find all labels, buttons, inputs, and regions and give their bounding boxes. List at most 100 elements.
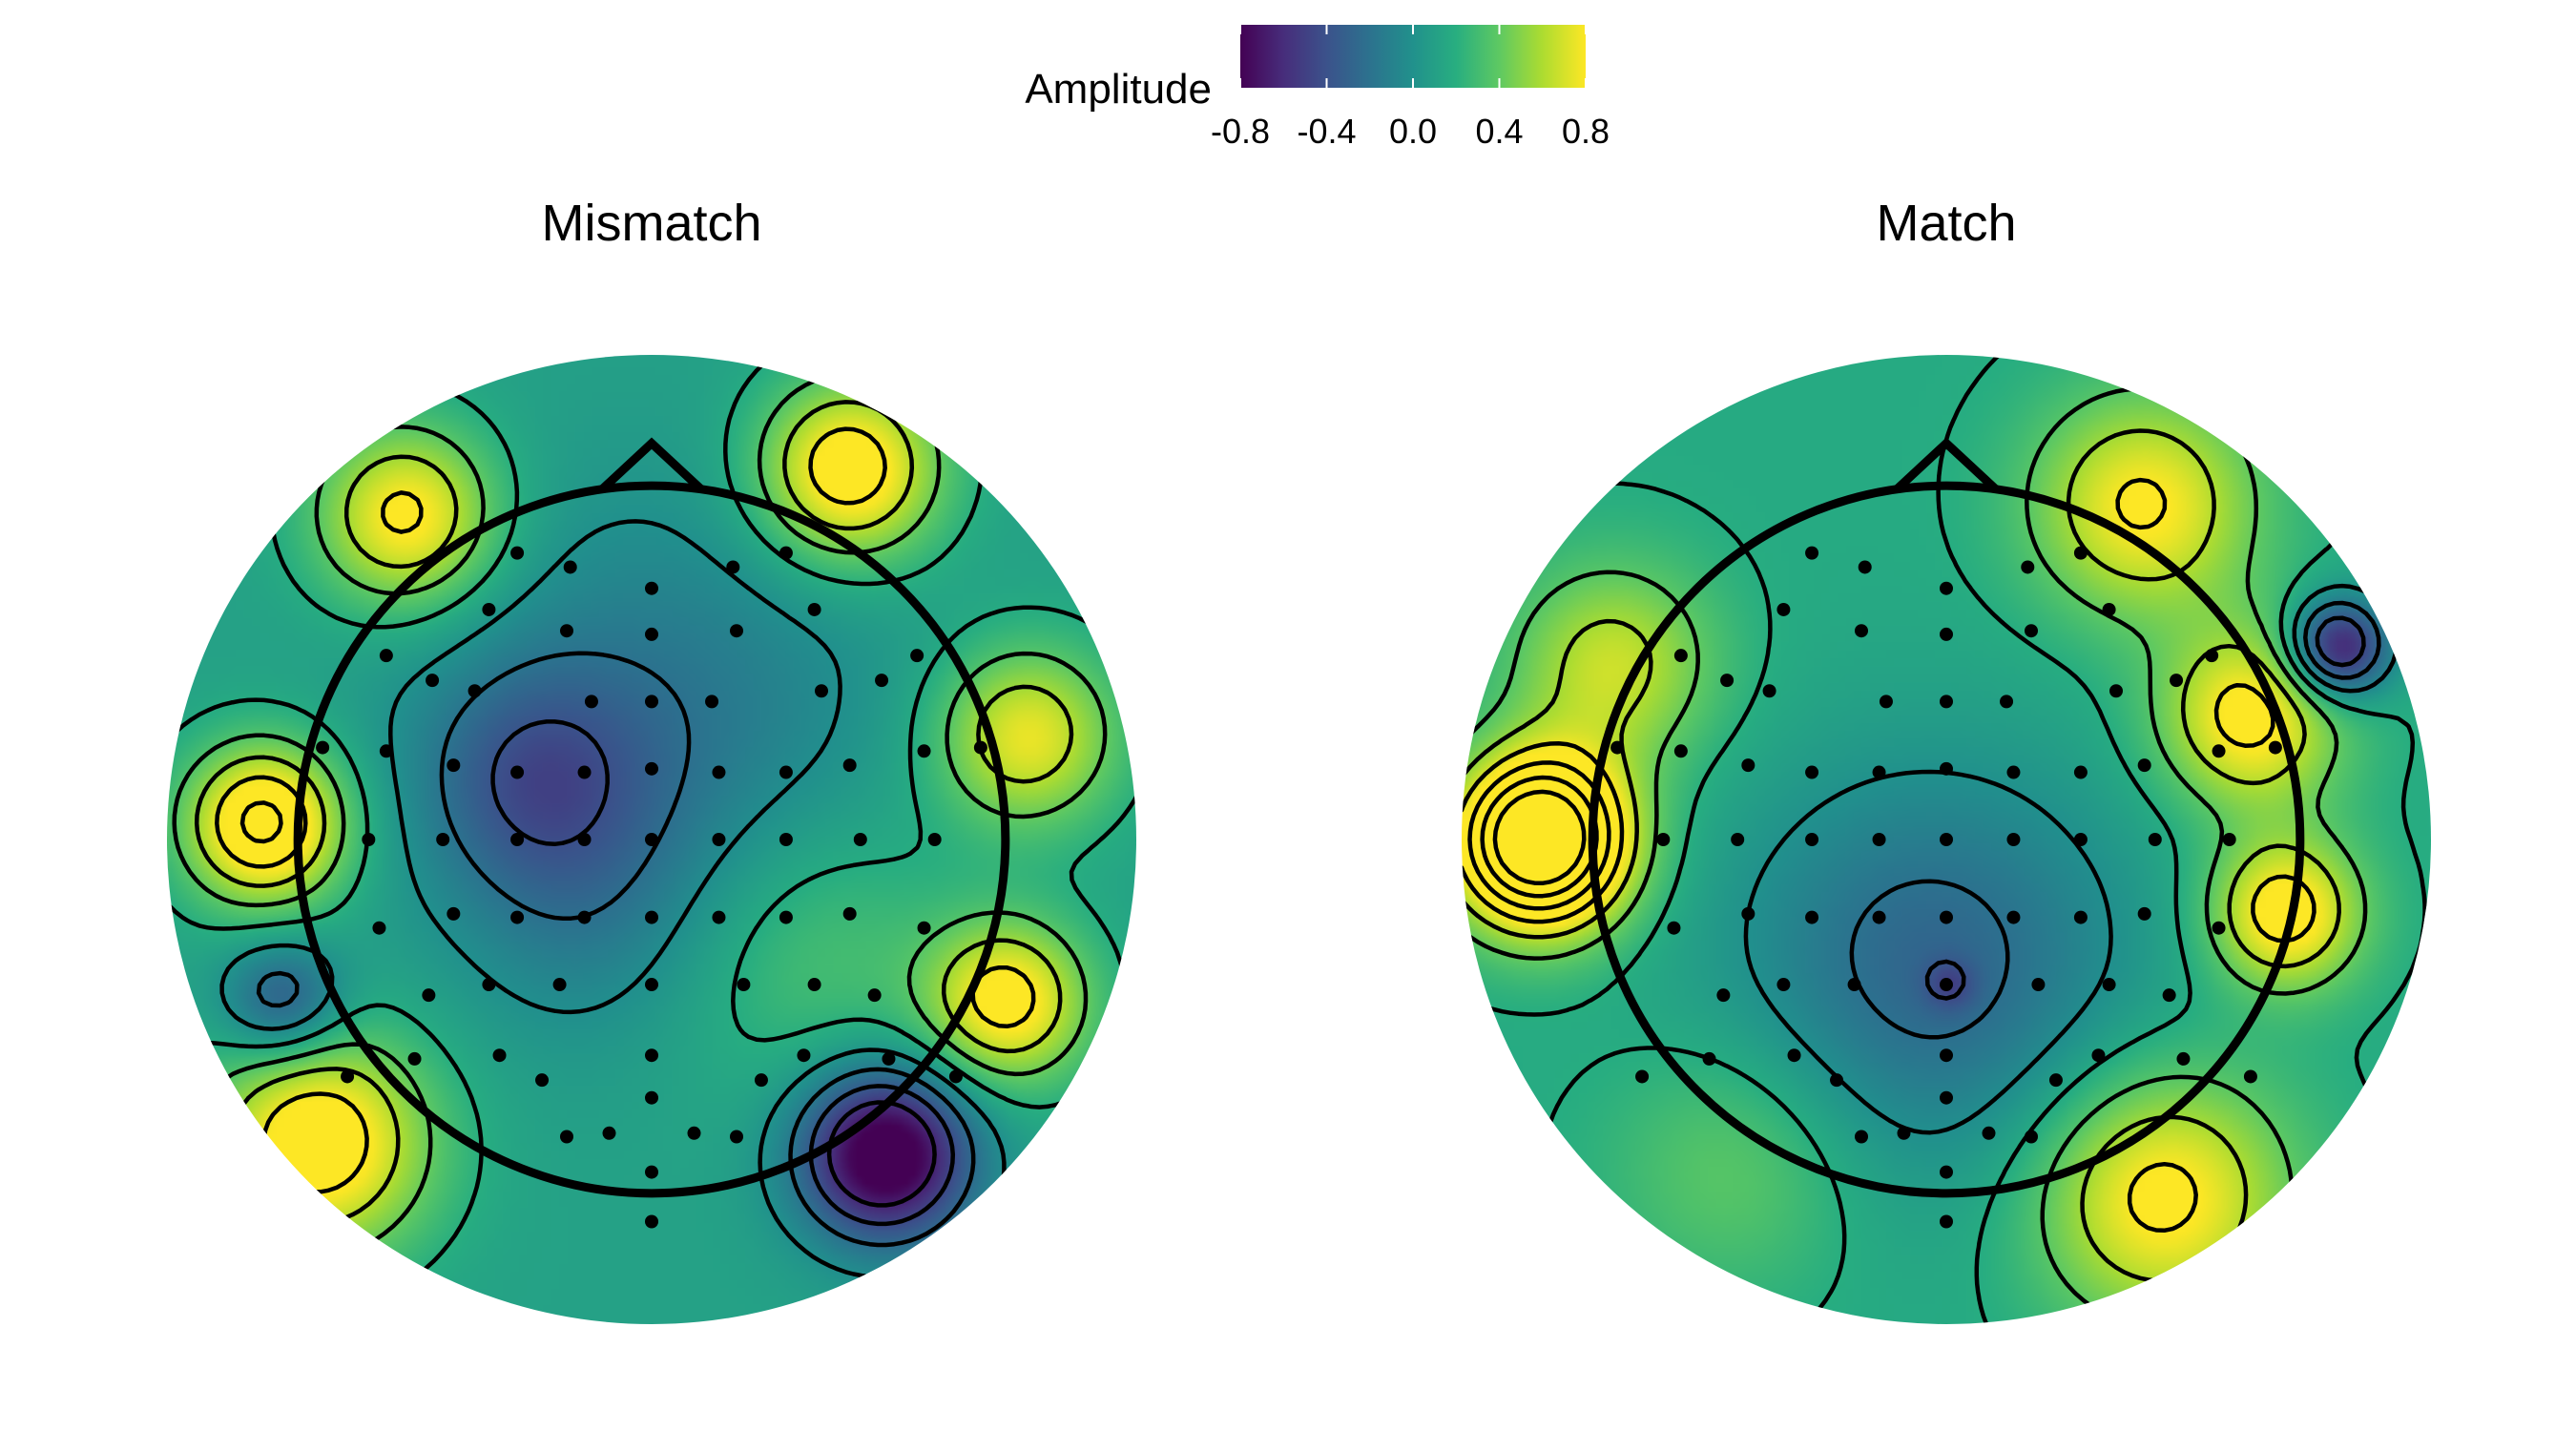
electrode-point <box>927 833 942 846</box>
legend-tick-label: 0.8 <box>1562 112 1610 151</box>
electrode-point <box>2137 758 2151 773</box>
electrode-point <box>712 765 726 779</box>
electrode-point <box>552 978 567 992</box>
electrode-point <box>1656 833 1671 846</box>
nose-marker <box>1894 437 1999 493</box>
electrode-point <box>1776 602 1791 616</box>
electrode-point <box>2212 921 2226 935</box>
electrode-point <box>1830 1073 1844 1088</box>
electrode-point <box>2109 684 2124 698</box>
electrode-point <box>2006 833 2021 846</box>
electrode-point <box>1940 695 1953 709</box>
nose-marker <box>599 437 704 493</box>
electrode-point <box>712 910 726 924</box>
electrode-point <box>1702 1051 1716 1066</box>
electrode-point <box>2243 1069 2257 1084</box>
electrode-point <box>1854 1130 1868 1144</box>
legend-tick-label: -0.4 <box>1297 112 1356 151</box>
contour-negative <box>1924 615 2366 1001</box>
electrode-point <box>426 674 440 688</box>
electrode-point <box>492 1048 507 1063</box>
contour-positive <box>194 400 1074 1226</box>
electrode-point <box>1872 765 1886 779</box>
electrode-point <box>2073 910 2088 924</box>
electrode-point <box>645 910 658 924</box>
electrode-point <box>910 649 924 663</box>
electrode-point <box>2268 740 2282 755</box>
electrode-point <box>2025 624 2039 638</box>
electrode-point <box>379 649 393 663</box>
legend-tick-label: -0.8 <box>1211 112 1270 151</box>
electrode-point <box>1940 1048 1953 1063</box>
electrode-point <box>584 695 598 709</box>
electrode-point <box>2222 833 2236 846</box>
electrode-point <box>1940 1090 1953 1105</box>
electrode-point <box>316 740 330 755</box>
electrode-point <box>2025 1130 2039 1144</box>
electrode-point <box>882 1051 896 1066</box>
electrode-point <box>1858 560 1872 574</box>
electrode-point <box>917 921 931 935</box>
electrode-point <box>2176 1051 2191 1066</box>
electrode-point <box>730 624 744 638</box>
electrode-point <box>1673 649 1688 663</box>
electrode-point <box>973 740 987 755</box>
electrode-point <box>645 581 658 595</box>
contour-positive <box>239 800 283 844</box>
electrode-point <box>341 1069 355 1084</box>
electrode-point <box>1731 833 1745 846</box>
electrode-point <box>2006 765 2021 779</box>
electrode-point <box>2205 649 2219 663</box>
topomap-match <box>1462 355 2431 1324</box>
electrode-point <box>2048 1073 2063 1088</box>
electrode-point <box>2073 546 2088 560</box>
electrode-point <box>853 833 867 846</box>
electrode-point <box>577 833 592 846</box>
electrode-point <box>1741 906 1755 921</box>
electrode-point <box>2212 744 2226 758</box>
electrode-point <box>1854 624 1868 638</box>
electrode-point <box>645 1165 658 1179</box>
contour-lines <box>1462 355 2427 1324</box>
electrode-point <box>779 833 793 846</box>
electrode-point <box>1940 833 1953 846</box>
electrode-point <box>1940 581 1953 595</box>
electrode-point <box>705 695 719 709</box>
electrode-point <box>730 1130 744 1144</box>
electrode-point <box>917 744 931 758</box>
electrode-point <box>1667 921 1681 935</box>
electrode-point <box>1897 1126 1911 1140</box>
legend-colorbar <box>1240 25 1586 88</box>
color-legend: Amplitude -0.8 -0.4 0.0 0.4 0.8 <box>1025 25 1610 151</box>
electrode-point <box>645 1214 658 1229</box>
contour-positive <box>219 519 1007 1280</box>
electrode-point <box>602 1126 616 1140</box>
electrode-point <box>1762 684 1776 698</box>
electrode-point <box>779 765 793 779</box>
electrode-point <box>1805 910 1819 924</box>
electrode-point <box>645 761 658 776</box>
electrode-point <box>842 906 857 921</box>
electrode-point <box>779 546 793 560</box>
electrode-point <box>645 627 658 641</box>
electrode-point <box>867 988 882 1003</box>
electrode-point <box>726 560 740 574</box>
electrode-point <box>645 1090 658 1105</box>
legend-ticks: -0.8 -0.4 0.0 0.4 0.8 <box>1211 25 1610 151</box>
electrode-point <box>737 978 751 992</box>
contour-negative <box>256 651 976 1248</box>
electrode-point <box>1940 1165 1953 1179</box>
electrode-point <box>1982 1126 1996 1140</box>
electrode-point <box>645 833 658 846</box>
electrode-point <box>875 674 889 688</box>
electrode-point <box>577 765 592 779</box>
electrode-point <box>2148 833 2162 846</box>
electrode-point <box>482 602 496 616</box>
electrode-point <box>1673 744 1688 758</box>
electrode-point <box>1776 978 1791 992</box>
contour-positive <box>1462 477 2316 1234</box>
electrode-point <box>1716 988 1731 1003</box>
electrode-point <box>510 833 525 846</box>
electrode-point <box>1940 910 1953 924</box>
